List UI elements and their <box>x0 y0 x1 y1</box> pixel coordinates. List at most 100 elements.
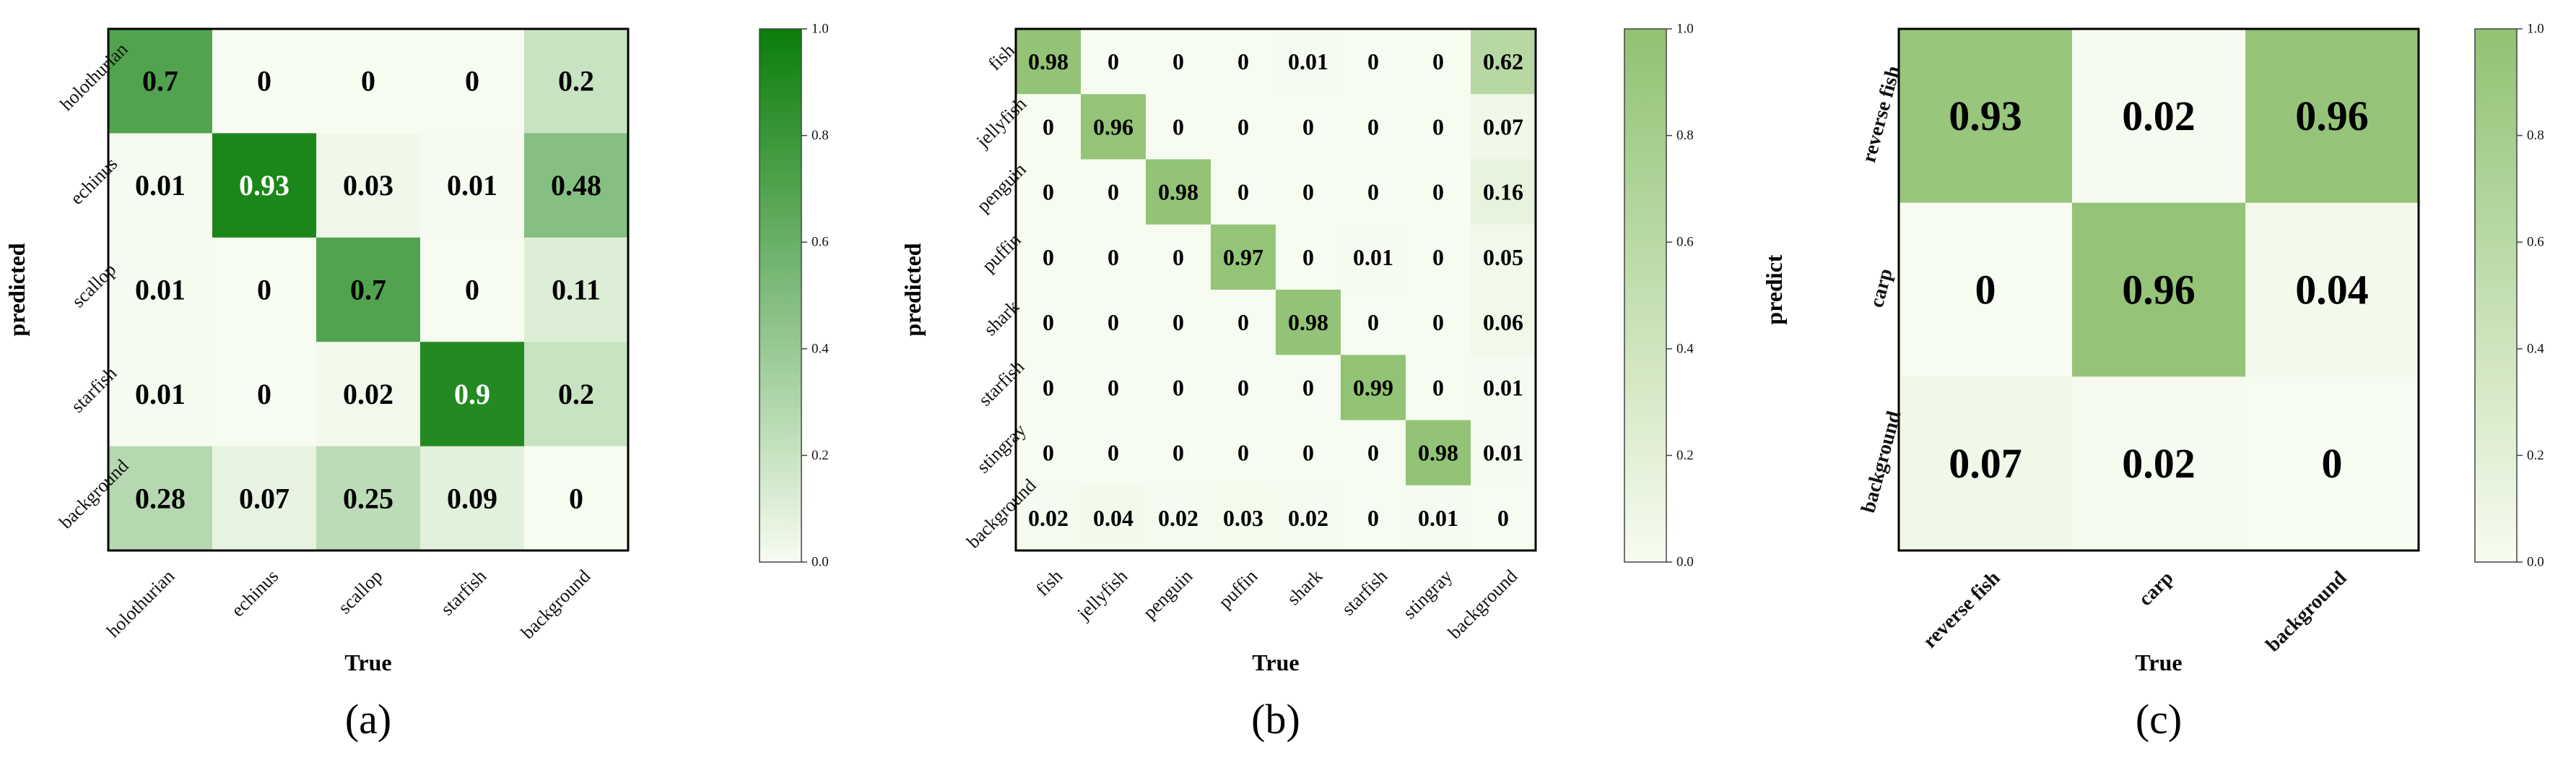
colorbar-tick-label: 0.8 <box>2527 128 2544 143</box>
heatmap-cell <box>212 29 317 134</box>
heatmap-cell <box>1276 224 1341 290</box>
heatmap-cell <box>1406 355 1471 420</box>
heatmap-cell <box>1471 485 1536 551</box>
cell-value-label: 0 <box>1108 309 1119 335</box>
cell-value-label: 0.02 <box>2122 92 2196 139</box>
cell-value-label: 0.98 <box>1158 179 1198 205</box>
heatmap-cell <box>316 342 421 447</box>
y-axis-label: predicted <box>900 243 926 336</box>
heatmap-cell <box>316 446 421 551</box>
heatmap-cell <box>1276 420 1341 486</box>
x-axis-label: True <box>2135 649 2182 675</box>
cell-value-label: 0 <box>1367 179 1379 205</box>
x-tick-label: carp <box>2134 567 2177 610</box>
cell-value-label: 0 <box>1302 440 1314 466</box>
cell-value-label: 0.01 <box>447 169 497 202</box>
cell-value-label: 0 <box>1367 440 1379 466</box>
x-tick-label: penguin <box>1139 566 1197 623</box>
cell-value-label: 0 <box>257 274 271 306</box>
cell-value-label: 0 <box>1432 309 1444 335</box>
heatmap-cell <box>1276 290 1341 355</box>
x-tick-label: shark <box>1283 566 1326 609</box>
cell-value-label: 0 <box>1108 48 1119 74</box>
heatmap-cell <box>420 133 525 238</box>
heatmap-cell <box>2245 202 2419 377</box>
heatmap-cell <box>1081 94 1146 160</box>
cell-value-label: 0.01 <box>1483 440 1523 466</box>
heatmap-cell <box>1341 94 1406 160</box>
cell-value-label: 0.16 <box>1483 179 1523 205</box>
cell-value-label: 0 <box>2322 440 2343 487</box>
heatmap-cell <box>1146 355 1211 420</box>
heatmap-cell <box>1276 94 1341 160</box>
heatmap-cell <box>1471 355 1536 420</box>
heatmap-cell <box>1276 29 1341 95</box>
x-tick-label: background <box>1444 566 1521 643</box>
cell-value-label: 0 <box>1432 48 1444 74</box>
colorbar-tick-label: 0.6 <box>1676 235 1694 250</box>
heatmap-cell <box>420 342 525 447</box>
heatmap-cell <box>1341 290 1406 355</box>
cell-value-label: 0.07 <box>1483 113 1523 139</box>
heatmap-cell <box>1211 94 1276 160</box>
cell-value-label: 0 <box>1043 179 1054 205</box>
panel-c: 0.93 0.02 0.96 0 0.96 0.04 0.07 0.02 0 reverse fi… <box>1761 22 2544 743</box>
cell-value-label: 0.01 <box>1418 505 1458 531</box>
cell-value-label: 0.01 <box>1288 48 1328 74</box>
x-tick-label: background <box>2262 566 2351 656</box>
heatmap-cell <box>1406 485 1471 551</box>
cell-value-label: 0 <box>465 65 479 98</box>
heatmap-cell <box>1081 485 1146 551</box>
colorbar-tick-label: 0.8 <box>811 128 829 143</box>
cell-value-label: 0 <box>1237 48 1249 74</box>
cell-value-label: 0 <box>257 65 271 98</box>
cell-value-label: 0.93 <box>239 169 290 202</box>
cell-value-label: 0.99 <box>1353 374 1393 400</box>
cell-value-label: 0 <box>1237 374 1249 400</box>
heatmap-cell <box>1081 355 1146 420</box>
heatmap-cell <box>524 237 629 342</box>
y-axis-label: predicted <box>4 243 30 336</box>
x-tick-label: stingray <box>1399 566 1457 623</box>
colorbar-tick-label: 0.4 <box>811 341 829 356</box>
heatmap-cell <box>2072 202 2246 377</box>
heatmap-cell <box>1146 94 1211 160</box>
panel-caption: (a) <box>345 696 391 743</box>
cell-value-label: 0.93 <box>1949 92 2022 139</box>
heatmap-cell <box>1081 224 1146 290</box>
heatmap-cell <box>1899 202 2073 377</box>
cell-value-label: 0 <box>465 274 479 306</box>
cell-value-label: 0.2 <box>558 378 594 410</box>
cell-value-label: 0 <box>1043 440 1054 466</box>
cell-value-label: 0.2 <box>558 65 594 98</box>
heatmap-cell <box>1276 159 1341 225</box>
y-axis-label: predict <box>1761 254 1787 325</box>
cell-value-label: 0 <box>1302 244 1314 270</box>
cell-value-label: 0.98 <box>1288 309 1328 335</box>
x-tick-label: puffin <box>1214 566 1261 613</box>
colorbar-tick-label: 0.2 <box>2527 448 2544 463</box>
cell-value-label: 0.7 <box>142 65 178 98</box>
heatmap-cell <box>1341 159 1406 225</box>
colorbar-tick-label: 0.0 <box>2527 555 2544 570</box>
heatmap-cell <box>1341 355 1406 420</box>
heatmap-cell <box>1471 420 1536 486</box>
heatmap-cell <box>1471 159 1536 225</box>
cell-value-label: 0.02 <box>1028 505 1069 531</box>
colorbar <box>1624 28 1667 563</box>
cell-value-label: 0.04 <box>2295 267 2369 314</box>
heatmap-cell <box>1471 94 1536 160</box>
cell-value-label: 0 <box>1108 374 1119 400</box>
x-tick-label: starfish <box>1338 566 1392 620</box>
panel-b: 0.98 0 0 0 0.01 0 0 0.62 0 0.96 0 0 0 0 0 0.07 0 0 0.98 0 0 0… <box>900 22 1694 743</box>
y-tick-label: carp <box>1866 266 1897 310</box>
cell-value-label: 0 <box>1432 244 1444 270</box>
heatmap-cell <box>1276 485 1341 551</box>
cell-value-label: 0 <box>1367 113 1379 139</box>
heatmap-cell <box>1211 420 1276 486</box>
heatmap-cell <box>524 29 629 134</box>
heatmap-cell <box>1146 290 1211 355</box>
heatmap-cell <box>1211 485 1276 551</box>
x-tick-label: background <box>517 566 594 643</box>
